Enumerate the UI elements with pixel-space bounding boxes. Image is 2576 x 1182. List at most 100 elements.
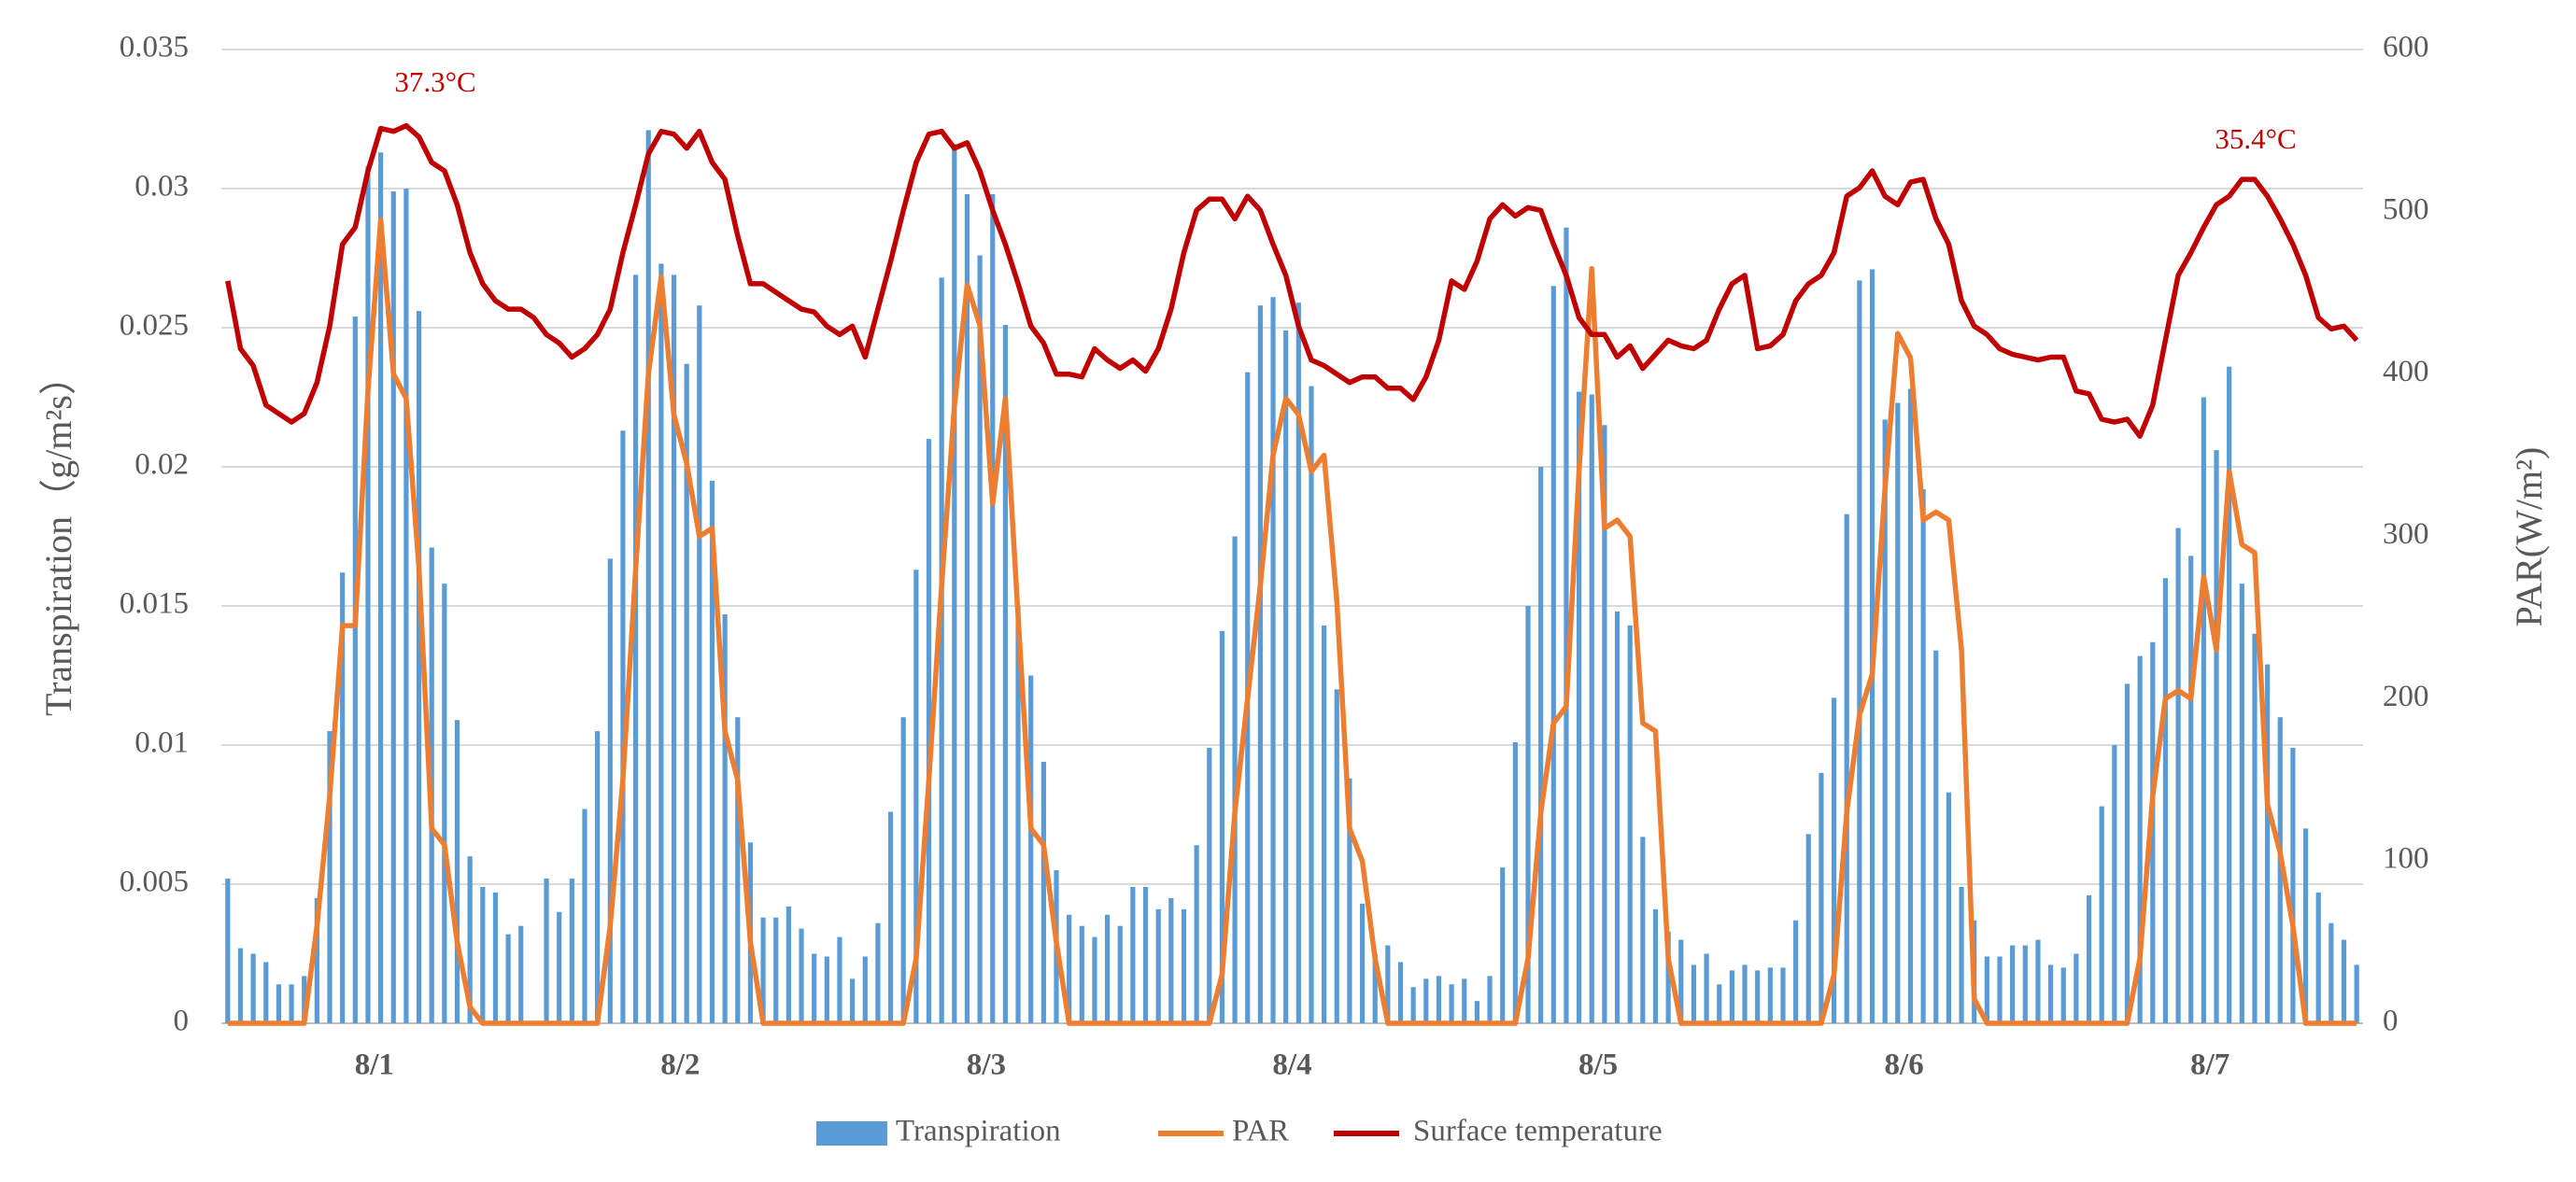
- y2-tick-label: 400: [2383, 355, 2429, 388]
- bar: [1844, 514, 1849, 1023]
- bar: [1550, 286, 1556, 1023]
- bar: [926, 439, 932, 1023]
- x-tick-label: 8/7: [2190, 1048, 2229, 1082]
- bar: [1678, 939, 1684, 1023]
- x-tick-label: 8/2: [660, 1048, 700, 1082]
- bar: [1462, 978, 1467, 1023]
- bar: [671, 274, 677, 1023]
- bar: [2137, 655, 2143, 1023]
- bar: [544, 879, 549, 1023]
- y2-axis-title: PAR(W/m²): [2508, 447, 2550, 627]
- bar: [1780, 967, 1786, 1023]
- bar: [582, 809, 587, 1023]
- bar: [1474, 1001, 1480, 1023]
- y-tick-label: 0.015: [120, 587, 189, 621]
- bar: [1040, 761, 1046, 1023]
- bar: [2010, 945, 2016, 1023]
- bar: [2188, 556, 2194, 1023]
- y-tick-label: 0.025: [120, 309, 189, 343]
- y2-tick-label: 200: [2383, 680, 2429, 713]
- bar: [2124, 683, 2130, 1023]
- bar: [2175, 528, 2181, 1023]
- bar: [2022, 945, 2028, 1023]
- bar: [2328, 922, 2334, 1023]
- bar: [1500, 867, 1506, 1023]
- bar: [1997, 956, 2003, 1023]
- bar: [697, 305, 702, 1023]
- bar: [1652, 908, 1659, 1023]
- bar: [645, 130, 651, 1024]
- bar: [607, 558, 613, 1023]
- bar: [1755, 970, 1761, 1023]
- bar: [492, 892, 499, 1023]
- grid: [221, 49, 2363, 1024]
- bar: [900, 717, 906, 1023]
- bar: [390, 190, 396, 1024]
- bar: [1831, 697, 1837, 1023]
- x-tick-label: 8/6: [1885, 1048, 1924, 1082]
- bar: [684, 363, 689, 1023]
- x-tick-label: 8/5: [1578, 1048, 1618, 1082]
- y-axis-title: Transpiration（g/m²s）: [37, 358, 79, 716]
- bar: [1309, 386, 1314, 1024]
- bar: [2227, 366, 2232, 1024]
- annotation: 35.4°C: [2215, 122, 2296, 155]
- bar: [990, 193, 996, 1023]
- bar: [964, 193, 970, 1023]
- bar: [1767, 967, 1773, 1023]
- bar: [1512, 742, 1518, 1023]
- bar: [786, 906, 791, 1023]
- bar: [1793, 920, 1799, 1023]
- bar: [1067, 914, 1072, 1023]
- bar: [378, 152, 384, 1023]
- bar: [862, 956, 868, 1023]
- x-tick-label: 8/3: [967, 1048, 1006, 1082]
- bar: [237, 948, 244, 1023]
- bar: [1525, 606, 1531, 1023]
- bar: [2214, 450, 2219, 1023]
- bar: [225, 879, 231, 1023]
- bar: [1207, 747, 1212, 1023]
- bar: [1564, 227, 1569, 1024]
- y-tick-label: 0.02: [134, 448, 189, 482]
- bar: [1614, 611, 1621, 1023]
- bar: [1181, 908, 1187, 1023]
- bar: [2252, 633, 2258, 1023]
- bar: [365, 166, 371, 1023]
- bar: [569, 879, 574, 1023]
- bar: [1334, 689, 1339, 1023]
- bar: [1194, 845, 1199, 1023]
- bar: [913, 570, 919, 1023]
- bar: [1372, 953, 1378, 1023]
- bar: [1589, 394, 1594, 1023]
- bar: [735, 717, 741, 1023]
- bar: [2048, 964, 2054, 1023]
- bar: [1805, 834, 1811, 1023]
- y-tick-label: 0.03: [134, 170, 189, 204]
- bar: [1538, 467, 1544, 1023]
- bar: [632, 274, 639, 1023]
- bar: [454, 720, 460, 1023]
- bar: [760, 917, 766, 1023]
- bar: [1028, 675, 1034, 1023]
- bar: [658, 263, 664, 1024]
- bar: [1002, 325, 1009, 1023]
- bar: [722, 613, 728, 1023]
- bar: [1219, 630, 1225, 1023]
- bar: [1359, 903, 1366, 1023]
- bar: [276, 984, 282, 1023]
- bar: [939, 277, 944, 1023]
- annotation: 37.3°C: [394, 65, 475, 98]
- bar: [2201, 397, 2206, 1023]
- bar: [595, 731, 601, 1023]
- bar: [1385, 945, 1391, 1023]
- bar: [1882, 419, 1888, 1024]
- bar: [1283, 330, 1289, 1024]
- y2-tick-label: 300: [2383, 517, 2429, 551]
- bar: [1347, 778, 1352, 1023]
- bar: [1117, 925, 1123, 1023]
- bar: [289, 984, 294, 1023]
- legend-label: Surface temperature: [1413, 1115, 1663, 1148]
- y-tick-label: 0.035: [120, 31, 189, 64]
